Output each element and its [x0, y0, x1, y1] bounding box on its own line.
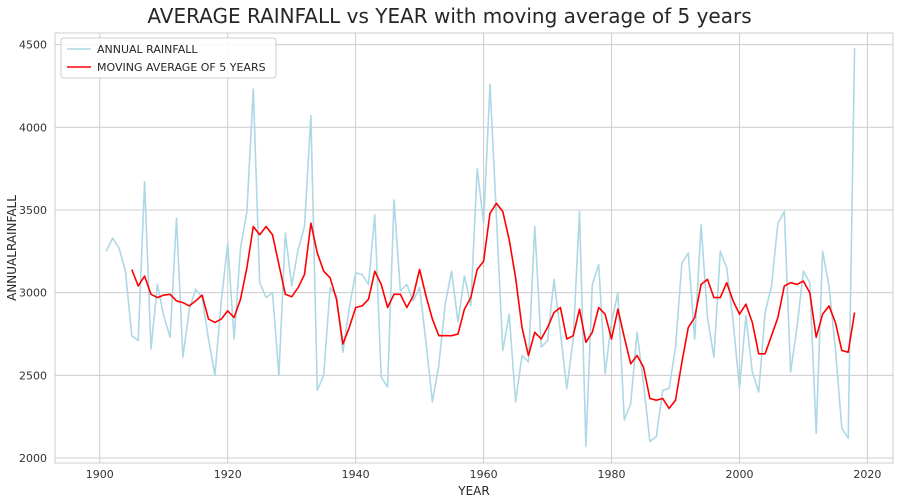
y-tick-label: 4500 — [19, 39, 47, 52]
x-tick-label: 1980 — [598, 468, 626, 481]
x-axis-label: YEAR — [457, 484, 489, 498]
plot-frame — [54, 32, 894, 464]
x-tick-label: 1940 — [342, 468, 370, 481]
x-tick-label: 2020 — [853, 468, 881, 481]
gridlines — [55, 33, 893, 463]
y-tick-label: 2500 — [19, 369, 47, 382]
y-tick-label: 3000 — [19, 287, 47, 300]
y-tick-label: 4000 — [19, 121, 47, 134]
moving-average-line — [131, 202, 856, 410]
x-tick-label: 1900 — [86, 468, 114, 481]
y-tick-label: 3500 — [19, 204, 47, 217]
x-tick-label: 1960 — [470, 468, 498, 481]
x-tick-label: 2000 — [725, 468, 753, 481]
tick-labels: 1900 1920 1940 1960 1980 2000 2020 2000 2500 3000… — [19, 39, 881, 481]
legend-label-annual-rainfall: ANNUAL RAINFALL — [97, 43, 198, 56]
chart-title: AVERAGE RAINFALL vs YEAR with moving ave… — [147, 4, 752, 28]
y-axis-label: ANNUALRAINFALL — [5, 195, 19, 301]
annual-rainfall-line — [105, 47, 856, 448]
x-tick-label: 1920 — [214, 468, 242, 481]
series-layer — [105, 47, 856, 448]
y-tick-label: 2000 — [19, 452, 47, 465]
legend-box — [60, 37, 277, 79]
legend-label-moving-average: MOVING AVERAGE OF 5 YEARS — [97, 61, 266, 74]
legend: ANNUAL RAINFALL MOVING AVERAGE OF 5 YEAR… — [60, 37, 277, 79]
